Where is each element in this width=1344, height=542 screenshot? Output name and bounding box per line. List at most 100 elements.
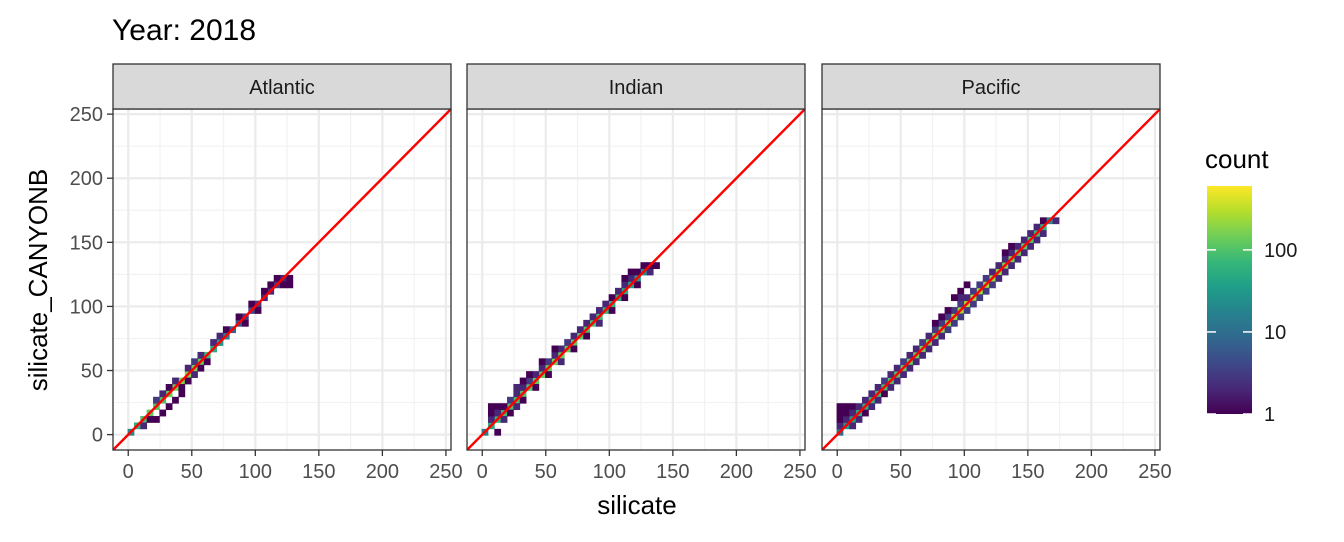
y-axis-title: silicate_CANYONB (23, 169, 53, 392)
heatmap-bin (487, 403, 495, 411)
heatmap-bin (526, 371, 533, 378)
heatmap-bin (627, 275, 635, 282)
heatmap-bin (519, 383, 527, 391)
x-tick-label: 250 (429, 461, 462, 483)
heatmap-bin (545, 371, 552, 378)
heatmap-bin (944, 326, 952, 334)
x-tick-label: 150 (302, 461, 335, 483)
heatmap-bin (1001, 255, 1009, 263)
heatmap-bin (532, 383, 540, 391)
heatmap-bin (868, 390, 876, 398)
heatmap-bin (513, 390, 521, 398)
heatmap-bin (235, 313, 243, 321)
heatmap-bin (995, 262, 1003, 269)
heatmap-bin (191, 358, 198, 366)
heatmap-bin (912, 358, 920, 366)
heatmap-bin (621, 275, 629, 282)
x-tick-label: 250 (783, 461, 816, 483)
x-tick-label: 200 (1075, 461, 1108, 483)
x-tick-label: 100 (239, 461, 272, 483)
heatmap-bin (210, 339, 217, 346)
heatmap-bin (957, 300, 965, 308)
heatmap-bin (849, 422, 857, 430)
heatmap-bin (500, 403, 508, 411)
legend-tick-label: 10 (1264, 322, 1286, 344)
heatmap-bin (925, 332, 933, 340)
heatmap-bin (564, 339, 571, 346)
heatmap-bin (178, 390, 186, 398)
heatmap-bin (557, 345, 565, 353)
x-tick-label: 250 (1138, 461, 1171, 483)
heatmap-bin (634, 268, 641, 276)
heatmap-bin (570, 332, 578, 340)
heatmap-bin (172, 396, 179, 404)
heatmap-bin (507, 409, 514, 417)
heatmap-bin (1008, 262, 1015, 269)
heatmap-bin (989, 268, 996, 276)
heatmap-bin (982, 275, 990, 282)
heatmap-bin (589, 313, 597, 321)
heatmap-bin (197, 364, 205, 372)
heatmap-bin (286, 275, 294, 282)
heatmap-bin (494, 409, 502, 417)
heatmap-bin (146, 416, 154, 423)
heatmap-bin (261, 287, 268, 295)
heatmap-bin (153, 396, 160, 404)
x-tick-label: 150 (1011, 461, 1044, 483)
heatmap-bin (950, 319, 958, 327)
heatmap-bin (608, 294, 616, 302)
y-tick-label: 200 (70, 168, 103, 190)
heatmap-bin (925, 345, 933, 353)
heatmap-bin (513, 403, 521, 411)
heatmap-bin (963, 281, 971, 289)
heatmap-bin (906, 364, 914, 372)
legend: count 1 10 100 (1205, 144, 1297, 426)
heatmap-bin (1020, 236, 1028, 244)
chart-title: Year: 2018 (112, 14, 256, 47)
heatmap-bin (583, 319, 591, 327)
heatmap-bin (887, 383, 895, 391)
heatmap-bin (893, 364, 901, 372)
x-tick-label: 0 (123, 461, 134, 483)
heatmap-bin (197, 351, 205, 359)
heatmap-bin (273, 275, 281, 282)
x-tick-label: 50 (535, 461, 557, 483)
heatmap-bin (1001, 268, 1009, 276)
heatmap-bin (595, 307, 603, 314)
heatmap-bin (487, 416, 495, 423)
heatmap-bin (950, 294, 958, 302)
heatmap-bin (836, 422, 844, 430)
heatmap-bin (159, 390, 167, 398)
heatmap-bin (976, 281, 984, 289)
heatmap-bin (931, 339, 939, 346)
heatmap-bin (1033, 223, 1041, 231)
facet-strip (821, 63, 1161, 110)
heatmap-bin (532, 371, 540, 378)
legend-colorbar (1207, 186, 1252, 414)
y-tick-label: 0 (92, 425, 103, 447)
x-tick-label: 100 (593, 461, 626, 483)
heatmap-bin (906, 351, 914, 359)
legend-tick-label: 100 (1264, 240, 1297, 262)
heatmap-bin (653, 262, 660, 269)
reference-line (467, 109, 805, 450)
heatmap-bin (982, 287, 990, 295)
heatmap-bin (849, 409, 857, 417)
heatmap-bin (557, 358, 565, 366)
heatmap-bin (938, 319, 946, 327)
heatmap-bin (602, 300, 610, 308)
heatmap-bin (868, 403, 876, 411)
heatmap-bin (919, 339, 926, 346)
heatmap-bin (1052, 217, 1060, 225)
heatmap-bin (500, 416, 508, 423)
heatmap-bin (615, 287, 622, 295)
heatmap-bin (836, 409, 844, 417)
x-tick-label: 200 (720, 461, 753, 483)
heatmap-bin (1020, 249, 1028, 257)
heatmap-bin (184, 377, 192, 385)
heatmap-bin (950, 307, 958, 314)
facet-strip (112, 63, 452, 110)
heatmap-bin (931, 326, 939, 334)
